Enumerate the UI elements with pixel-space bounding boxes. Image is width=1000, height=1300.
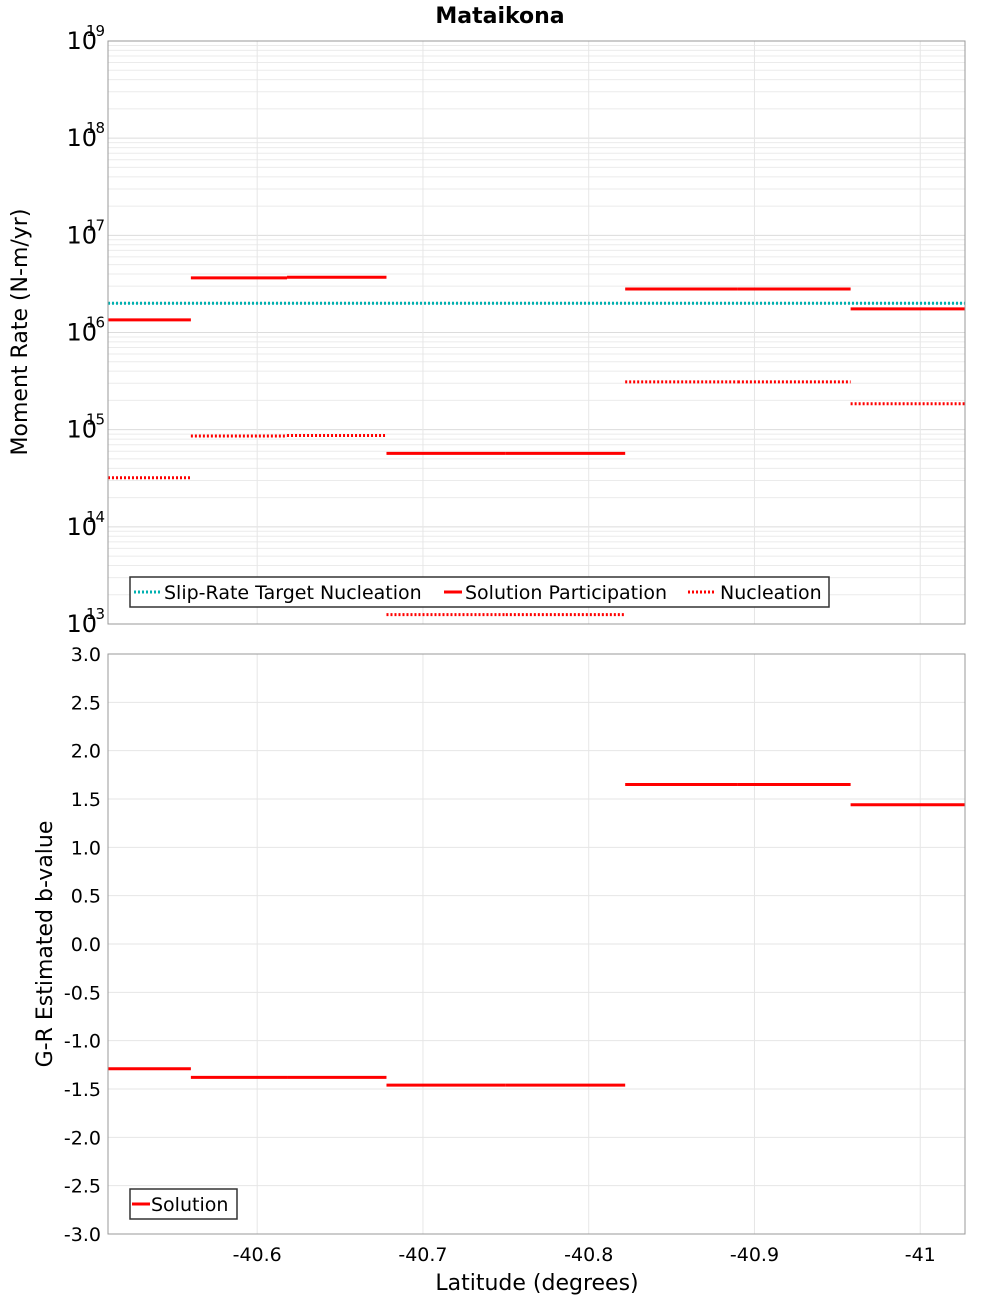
b-value-panel: 3.0 2.5 2.0 1.5 1.0 0.5 0.0 -0.5 -1.0 -1.5 -2.0 -2.… xyxy=(33,644,966,1296)
y-tick-label: 1.5 xyxy=(71,789,101,811)
x-axis-label: Latitude (degrees) xyxy=(435,1271,638,1296)
b-value-x-grid xyxy=(256,654,921,1234)
y-tick-label: -2.0 xyxy=(64,1127,101,1149)
y-tick-label: 3.0 xyxy=(71,644,101,666)
legend-label-solution: Solution xyxy=(151,1194,228,1216)
y-tick-label: -2.5 xyxy=(64,1176,101,1198)
y-tick-exponent: 13 xyxy=(86,605,105,623)
y-tick-label: 10 xyxy=(66,27,97,55)
moment-rate-minor-grid xyxy=(108,44,965,596)
y-tick-label: 10 xyxy=(66,513,97,541)
x-tick-label: -40.6 xyxy=(233,1244,282,1266)
x-tick-label: -41 xyxy=(905,1244,936,1266)
moment-rate-x-grid xyxy=(256,41,921,624)
y-tick-label: 10 xyxy=(66,319,97,347)
b-value-legend: Solution xyxy=(129,1188,238,1220)
moment-rate-y-axis-label: Moment Rate (N-m/yr) xyxy=(8,209,33,456)
x-tick-label: -40.9 xyxy=(730,1244,779,1266)
y-tick-label: 2.0 xyxy=(71,741,101,763)
y-tick-exponent: 14 xyxy=(86,508,105,526)
b-value-series xyxy=(108,783,965,1087)
y-tick-exponent: 18 xyxy=(86,119,105,137)
y-tick-label: -0.5 xyxy=(64,982,101,1004)
x-axis-ticks: -40.6 -40.7 -40.8 -40.9 -41 xyxy=(233,1244,936,1266)
b-value-plot-frame xyxy=(107,653,966,1235)
b-value-y-ticks: 3.0 2.5 2.0 1.5 1.0 0.5 0.0 -0.5 -1.0 -1.5 -2.0 -2.… xyxy=(64,644,101,1246)
legend-label-solution-participation: Solution Participation xyxy=(465,582,667,604)
legend-label-slip-rate-target: Slip-Rate Target Nucleation xyxy=(164,582,422,604)
y-tick-label: 10 xyxy=(66,124,97,152)
y-tick-label: 10 xyxy=(66,610,97,638)
moment-rate-legend: Slip-Rate Target Nucleation Solution Par… xyxy=(129,576,830,608)
chart-title: Mataikona xyxy=(435,4,564,29)
y-tick-label: 1.0 xyxy=(71,837,101,859)
y-tick-label: 10 xyxy=(66,416,97,444)
y-tick-exponent: 16 xyxy=(86,314,105,332)
y-tick-label: -1.5 xyxy=(64,1079,101,1101)
y-tick-label: 0.0 xyxy=(71,934,101,956)
b-value-y-axis-label: G-R Estimated b-value xyxy=(33,821,58,1068)
moment-rate-plot-frame xyxy=(107,40,966,625)
legend-label-nucleation: Nucleation xyxy=(720,582,822,604)
y-tick-exponent: 17 xyxy=(86,216,105,234)
x-tick-label: -40.7 xyxy=(398,1244,447,1266)
moment-rate-series xyxy=(108,275,965,617)
y-tick-label: -1.0 xyxy=(64,1031,101,1053)
y-tick-exponent: 19 xyxy=(86,22,105,40)
y-tick-label: 0.5 xyxy=(71,886,101,908)
y-tick-label: -3.0 xyxy=(64,1224,101,1246)
y-tick-label: 2.5 xyxy=(71,692,101,714)
x-tick-label: -40.8 xyxy=(564,1244,613,1266)
y-tick-label: 10 xyxy=(66,221,97,249)
y-tick-exponent: 15 xyxy=(86,411,105,429)
